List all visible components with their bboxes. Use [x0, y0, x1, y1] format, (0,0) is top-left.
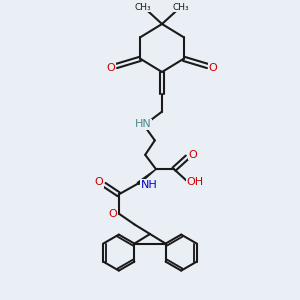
Text: OH: OH [186, 177, 203, 188]
Text: O: O [208, 63, 217, 74]
Text: O: O [188, 150, 197, 160]
Text: HN: HN [134, 119, 151, 129]
Text: CH₃: CH₃ [134, 3, 151, 12]
Text: NH: NH [140, 180, 157, 190]
Text: O: O [95, 177, 103, 188]
Text: O: O [107, 63, 116, 74]
Text: CH₃: CH₃ [173, 3, 190, 12]
Polygon shape [137, 169, 156, 184]
Text: O: O [108, 208, 117, 219]
